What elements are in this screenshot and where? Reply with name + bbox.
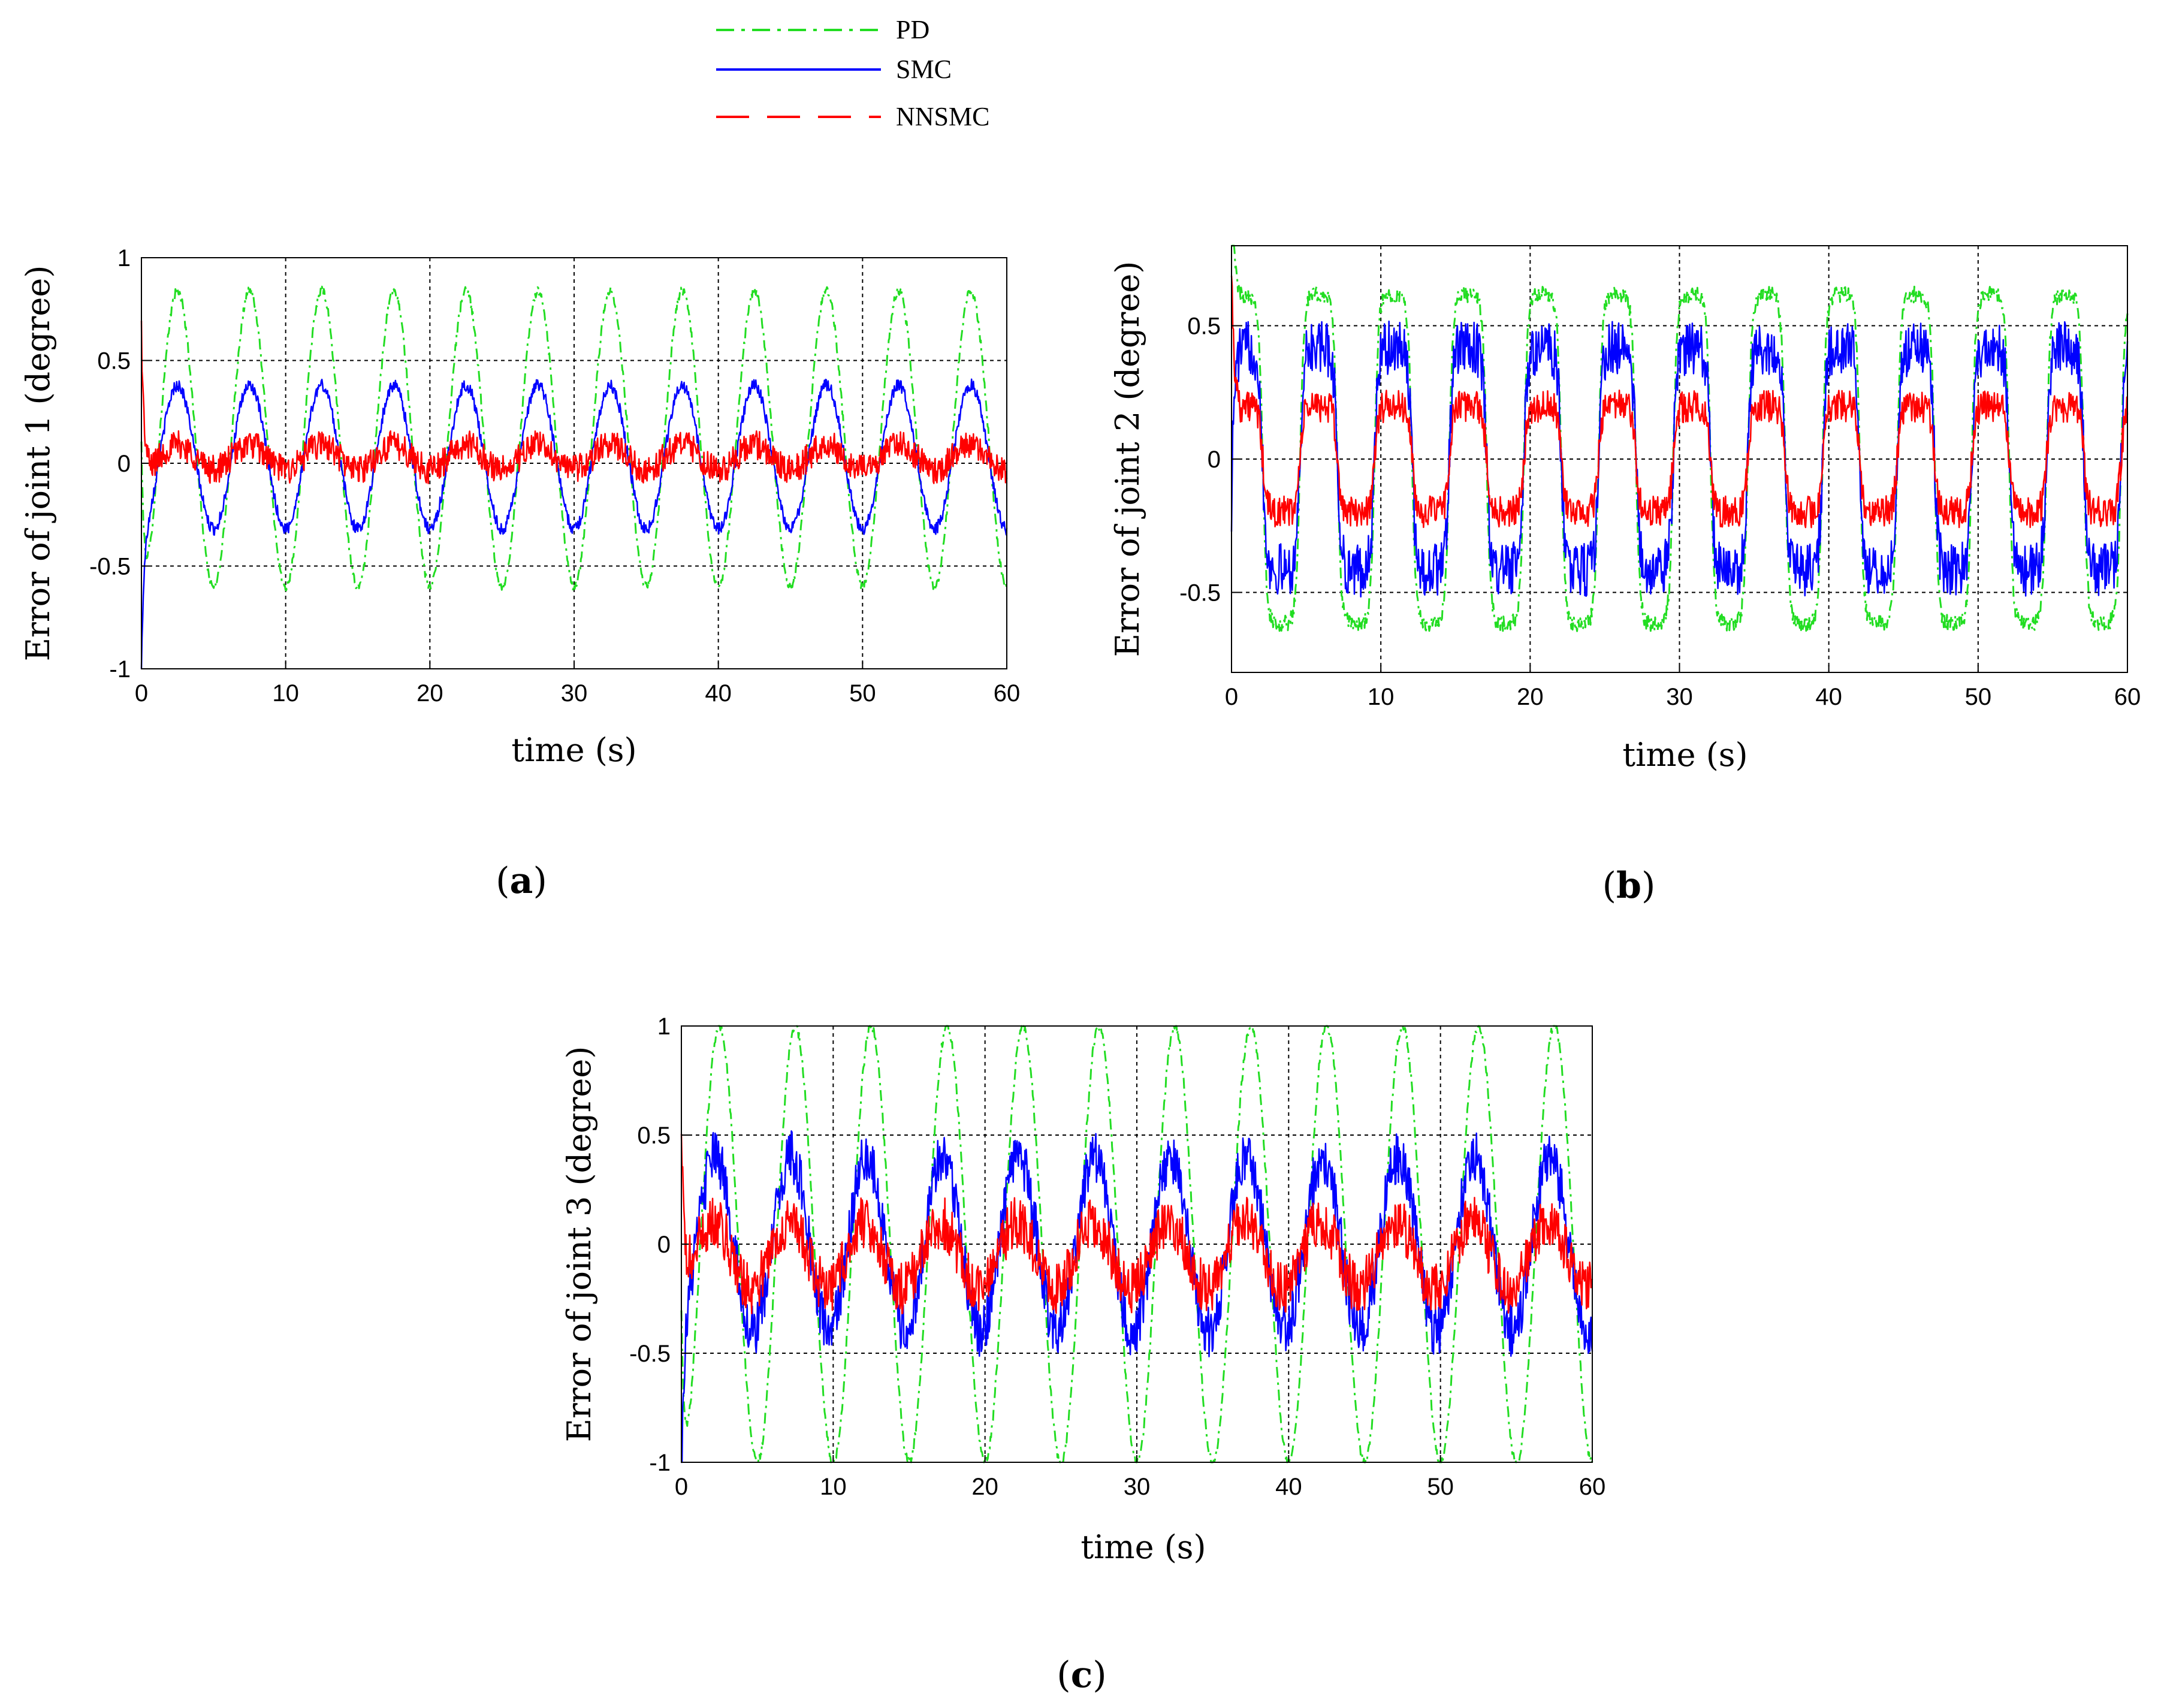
panel-a-xtick-label: 20 [416, 680, 443, 707]
panel-a: 0 10 20 30 40 50 60 -1 -0.5 0 0.5 1 Error of joint … [19, 245, 1020, 902]
panel-a-series-pd [140, 285, 1008, 592]
panel-b-series-pd [1231, 245, 2129, 632]
panel-b-ytick-label: 0 [1208, 446, 1221, 473]
panel-a-xtick-label: 60 [994, 680, 1021, 707]
panel-a-letter: a [510, 860, 533, 902]
panel-c-ytick-label: 1 [657, 1013, 671, 1040]
panel-b-xtick-label: 0 [1225, 684, 1238, 710]
panel-c-xtick-label: 50 [1427, 1474, 1454, 1500]
panel-a-ticks: 0 10 20 30 40 50 60 -1 -0.5 0 0.5 1 [89, 245, 1020, 707]
panel-a-ytick-label: 0.5 [97, 348, 131, 375]
panel-a-xtick-label: 50 [849, 680, 876, 707]
panel-a-series [140, 285, 1008, 669]
panel-a-ytick-label: 0 [117, 451, 131, 477]
legend-nnsmc-label: NNSMC [896, 102, 990, 131]
panel-b-ytick-label: 0.5 [1187, 313, 1221, 340]
panel-b-grid [1232, 246, 2127, 672]
panel-b-series [1230, 245, 2129, 632]
panel-a-label: (a) [496, 860, 547, 902]
panel-a-xtick-label: 10 [272, 680, 299, 707]
panel-c-ytick-label: 0 [657, 1232, 671, 1258]
panel-b-xtick-label: 10 [1368, 684, 1395, 710]
panel-c-ytick-label: -0.5 [629, 1341, 671, 1367]
panel-a-series-nnsmc [140, 321, 1008, 484]
panel-b-ticks: 0 10 20 30 40 50 60 -0.5 0 0.5 [1179, 313, 2141, 711]
panel-a-xtick-label: 40 [705, 680, 732, 707]
panel-b-ylabel: Error of joint 2 (degree) [1109, 261, 1146, 657]
panel-c-label: (c) [1057, 1654, 1106, 1696]
panel-c-xtick-label: 20 [971, 1474, 998, 1500]
panel-c-ytick-label: 0.5 [637, 1122, 671, 1149]
panel-c-xlabel: time (s) [1080, 1528, 1206, 1566]
panel-b-xtick-label: 50 [1965, 684, 1992, 710]
panel-a-xtick-label: 0 [135, 680, 148, 707]
panel-b-xtick-label: 40 [1815, 684, 1842, 710]
panel-a-xtick-label: 30 [561, 680, 588, 707]
panel-c-xtick-label: 60 [1579, 1474, 1606, 1500]
panel-b-xtick-label: 60 [2114, 684, 2141, 710]
panel-b-label: (b) [1602, 865, 1656, 907]
panel-b-series-nnsmc [1230, 275, 2129, 529]
panel-b-xtick-label: 20 [1517, 684, 1544, 710]
panel-c-xtick-label: 40 [1275, 1474, 1302, 1500]
panel-c-series-nnsmc [680, 1133, 1593, 1315]
panel-c-series-smc [681, 1130, 1593, 1463]
panel-c-xtick-label: 10 [820, 1474, 847, 1500]
panel-c-xtick-label: 0 [675, 1474, 688, 1500]
panel-c: 0 10 20 30 40 50 60 -1 -0.5 0 0.5 1 Error of joint … [560, 1013, 1605, 1696]
panel-c-letter: c [1071, 1654, 1093, 1696]
panel-a-xlabel: time (s) [511, 731, 636, 769]
panel-a-ylabel: Error of joint 1 (degree) [19, 265, 57, 662]
panel-c-ytick-label: -1 [649, 1450, 671, 1476]
panel-b-xtick-label: 30 [1666, 684, 1693, 710]
panel-a-ytick-label: -1 [109, 656, 131, 683]
panel-a-ytick-label: -0.5 [89, 554, 131, 580]
panel-c-ylabel: Error of joint 3 (degree) [560, 1046, 598, 1443]
panel-a-series-smc [140, 378, 1008, 669]
panel-b-ytick-label: -0.5 [1179, 580, 1221, 606]
legend-pd-label: PD [896, 15, 929, 44]
legend: PD SMC NNSMC [716, 15, 990, 131]
panel-b: 0 10 20 30 40 50 60 -0.5 0 0.5 Error of joint 2 (… [1109, 245, 2141, 907]
panel-b-series-smc [1230, 320, 2129, 598]
panel-c-grid [681, 1026, 1592, 1462]
panel-c-xtick-label: 30 [1124, 1474, 1151, 1500]
panel-b-xlabel: time (s) [1622, 736, 1747, 774]
panel-a-ytick-label: 1 [117, 245, 131, 271]
panel-b-letter: b [1616, 865, 1641, 907]
legend-smc-label: SMC [896, 55, 952, 84]
panel-c-ticks: 0 10 20 30 40 50 60 -1 -0.5 0 0.5 1 [629, 1013, 1605, 1500]
